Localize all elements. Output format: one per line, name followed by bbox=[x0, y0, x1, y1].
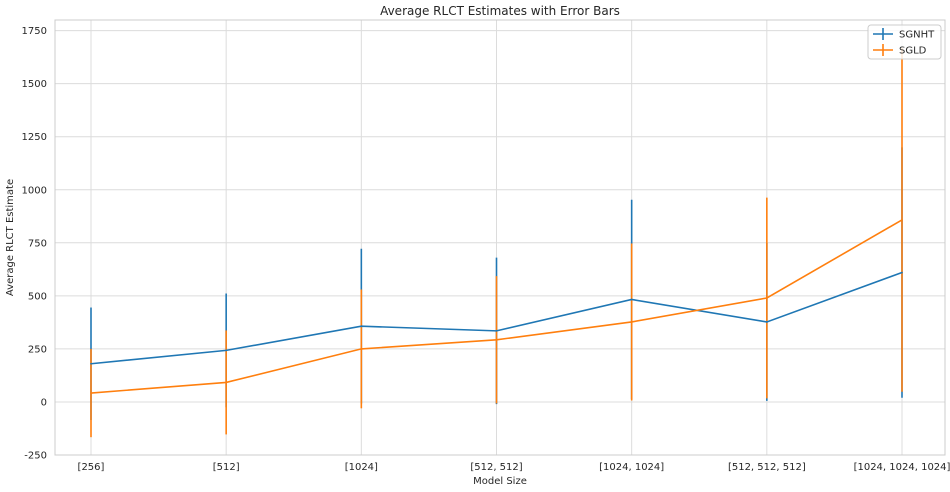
x-tick-label: [512, 512] bbox=[470, 462, 522, 473]
data-point-sgnht bbox=[901, 271, 903, 274]
y-tick-label: 250 bbox=[28, 344, 47, 355]
x-tick-label: [512] bbox=[213, 462, 240, 473]
y-tick-label: 1250 bbox=[22, 132, 47, 143]
plot-frame bbox=[54, 19, 946, 456]
data-point-sgld bbox=[901, 219, 903, 221]
data-point-sgld bbox=[495, 338, 498, 341]
data-point-sgld bbox=[360, 348, 363, 350]
tick-label-layer: -250 0 250 500 750 1000 1250 1500 1750 [256] [512]… bbox=[22, 26, 950, 473]
data-point-sgld bbox=[225, 381, 227, 384]
y-tick-label: 500 bbox=[28, 291, 47, 302]
y-tick-label: 1750 bbox=[22, 26, 47, 37]
data-point-sgnht bbox=[495, 330, 498, 332]
data-point-sgld bbox=[90, 392, 92, 394]
y-tick-label: 0 bbox=[41, 397, 47, 408]
data-point-sgnht bbox=[766, 321, 768, 323]
legend: SGNHT SGLD bbox=[867, 24, 942, 60]
plot-border bbox=[54, 19, 946, 456]
grid-layer bbox=[55, 20, 945, 456]
x-tick-label: [1024, 1024, 1024] bbox=[854, 462, 950, 473]
data-point-sgnht bbox=[360, 325, 363, 327]
y-tick-label: -250 bbox=[24, 451, 47, 462]
data-point-sgnht bbox=[630, 298, 633, 301]
data-point-sgnht bbox=[90, 362, 92, 365]
legend-label-sgld: SGLD bbox=[899, 46, 927, 57]
x-tick-label: [256] bbox=[78, 462, 105, 473]
y-axis-label: Average RLCT Estimate bbox=[5, 179, 16, 296]
x-tick-label: [1024] bbox=[345, 462, 378, 473]
line-layer bbox=[90, 219, 903, 394]
data-point-sgld bbox=[766, 297, 768, 299]
y-tick-label: 1000 bbox=[22, 185, 47, 196]
y-tick-label: 750 bbox=[28, 238, 47, 249]
x-tick-label: [512, 512, 512] bbox=[728, 462, 806, 473]
data-point-sgld bbox=[630, 321, 633, 323]
x-axis-label: Model Size bbox=[473, 476, 527, 487]
chart-title: Average RLCT Estimates with Error Bars bbox=[380, 4, 620, 18]
y-tick-label: 1500 bbox=[22, 79, 47, 90]
x-tick-label: [1024, 1024] bbox=[599, 462, 664, 473]
data-point-sgnht bbox=[225, 349, 227, 352]
legend-label-sgnht: SGNHT bbox=[899, 30, 935, 41]
